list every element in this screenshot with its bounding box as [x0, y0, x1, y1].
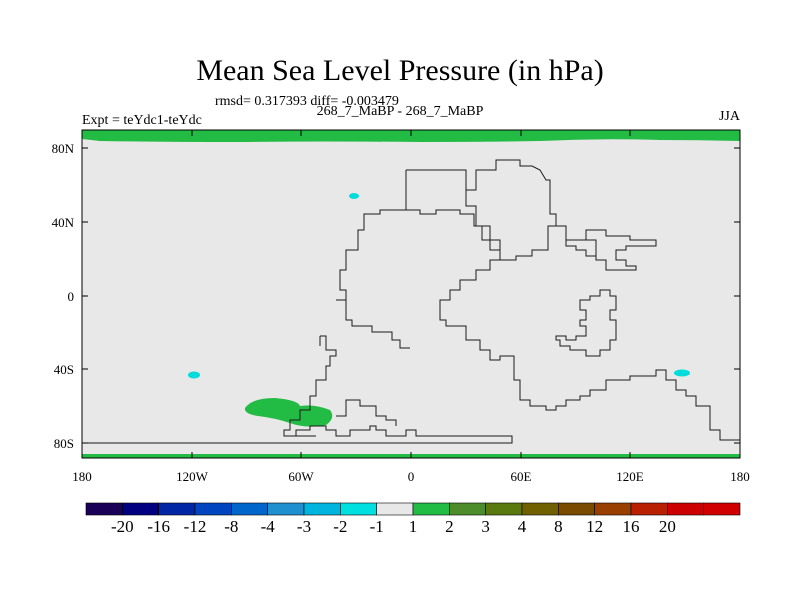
colorbar-label: 20 [659, 517, 676, 536]
season-label: JJA [718, 109, 740, 124]
southern-ocean-anomaly [244, 398, 333, 427]
colorbar-swatch [376, 502, 414, 516]
y-tick-label: 80S [54, 436, 74, 451]
colorbar-swatch [667, 502, 704, 516]
colorbar [85, 502, 741, 516]
colorbar-label: 16 [623, 517, 640, 536]
colorbar-swatch [122, 502, 159, 516]
colorbar-swatch [630, 502, 668, 516]
colorbar-label: -20 [111, 517, 134, 536]
tick-marks [81, 130, 741, 458]
colorbar-label: -16 [147, 517, 170, 536]
colorbar-swatch [485, 502, 523, 516]
colorbar-label: -4 [261, 517, 276, 536]
colorbar-swatch [194, 502, 232, 516]
tasman-anomaly [674, 369, 690, 377]
colorbar-swatch [303, 502, 341, 516]
stats-line: rmsd= 0.317393 diff= -0.003479 [215, 94, 399, 109]
run-label: 268_7_MaBP - 268_7_MaBP [316, 104, 484, 119]
colorbar-swatch [558, 502, 595, 516]
x-tick-label: 180 [72, 469, 92, 484]
colorbar-swatch [521, 502, 559, 516]
colorbar-label: 1 [409, 517, 418, 536]
x-tick-label: 120E [616, 469, 644, 484]
colorbar-label: 12 [586, 517, 603, 536]
y-tick-label: 40N [52, 215, 75, 230]
colorbar-labels: -20 -16 -12 -8 -4 -3 -2 -1 1 2 3 4 8 12 16 20 [111, 517, 676, 536]
colorbar-swatch [703, 502, 741, 516]
map-title: Mean Sea Level Pressure (in hPa) [196, 54, 604, 87]
coastlines [82, 159, 740, 444]
colorbar-label: -3 [297, 517, 311, 536]
colorbar-label: -8 [224, 517, 238, 536]
y-tick-label: 80N [52, 141, 75, 156]
x-tick-label: 120W [176, 469, 209, 484]
colorbar-swatch [158, 502, 196, 516]
x-tick-label: 60W [288, 469, 314, 484]
colorbar-swatch [412, 502, 450, 516]
colorbar-label: -2 [333, 517, 347, 536]
colorbar-swatch [594, 502, 632, 516]
map-background [82, 130, 740, 458]
colorbar-label: -1 [370, 517, 384, 536]
pacific-anomaly [188, 371, 200, 379]
x-tick-label: 180 [730, 469, 750, 484]
colorbar-swatch [85, 502, 123, 516]
x-tick-label: 60E [511, 469, 532, 484]
atlantic-anomaly [349, 193, 359, 199]
experiment-label: Expt = teYdc1-teYdc [82, 113, 202, 128]
colorbar-label: 2 [445, 517, 454, 536]
colorbar-swatch [449, 502, 486, 516]
colorbar-swatch [340, 502, 377, 516]
colorbar-label: 8 [554, 517, 563, 536]
y-tick-label: 40S [54, 362, 74, 377]
colorbar-swatch [267, 502, 305, 516]
colorbar-label: 3 [481, 517, 490, 536]
colorbar-swatch [231, 502, 268, 516]
colorbar-label: -12 [184, 517, 207, 536]
x-tick-label: 0 [408, 469, 415, 484]
y-tick-label: 0 [68, 289, 75, 304]
colorbar-label: 4 [518, 517, 527, 536]
